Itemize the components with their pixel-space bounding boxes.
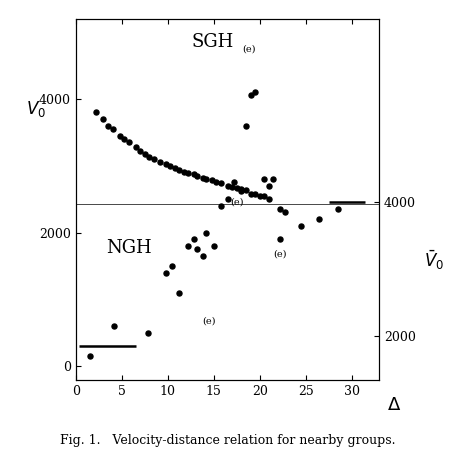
Point xyxy=(261,192,268,200)
Point xyxy=(144,329,151,337)
Text: (e): (e) xyxy=(230,198,244,207)
Point xyxy=(217,179,225,187)
Text: (e): (e) xyxy=(242,44,255,53)
Text: Fig. 1.   Velocity-distance relation for nearby groups.: Fig. 1. Velocity-distance relation for n… xyxy=(60,434,395,447)
Point xyxy=(175,289,182,296)
Point xyxy=(116,132,124,139)
Point xyxy=(166,163,173,170)
Point xyxy=(228,183,236,191)
Point xyxy=(171,165,179,172)
Point xyxy=(251,88,259,96)
Point xyxy=(92,108,100,116)
Point xyxy=(125,138,133,146)
Text: (e): (e) xyxy=(202,316,216,325)
Point xyxy=(202,229,210,236)
Point xyxy=(190,236,197,243)
Point xyxy=(193,172,201,179)
Point xyxy=(86,352,93,360)
Point xyxy=(270,175,277,183)
Text: $V_0$: $V_0$ xyxy=(27,99,46,119)
Point xyxy=(282,209,289,216)
Point xyxy=(237,185,245,193)
Point xyxy=(193,245,201,253)
Point xyxy=(141,150,148,157)
Point xyxy=(208,177,216,184)
Point xyxy=(265,182,273,189)
Point xyxy=(109,125,117,132)
Point xyxy=(181,168,188,175)
Point xyxy=(224,195,231,203)
Point xyxy=(251,191,259,198)
Text: NGH: NGH xyxy=(106,239,152,257)
Point xyxy=(276,206,284,213)
Text: SGH: SGH xyxy=(191,33,233,51)
Point xyxy=(224,182,231,189)
Point xyxy=(212,178,219,185)
Point xyxy=(233,185,240,192)
Point xyxy=(162,161,170,168)
Point xyxy=(316,215,323,223)
Point xyxy=(334,206,342,213)
Point xyxy=(175,166,182,173)
Point xyxy=(217,202,225,209)
Text: $\bar{V}_0$: $\bar{V}_0$ xyxy=(424,249,444,272)
Point xyxy=(146,153,153,161)
Point xyxy=(261,175,268,183)
Point xyxy=(256,193,264,200)
Point xyxy=(242,186,250,194)
Point xyxy=(230,179,238,186)
Point xyxy=(110,322,118,330)
Point xyxy=(120,135,128,143)
Point xyxy=(162,269,170,276)
Point xyxy=(104,122,112,129)
Point xyxy=(246,190,254,197)
Point xyxy=(132,143,139,150)
Point xyxy=(246,92,254,99)
Point xyxy=(202,175,210,183)
Point xyxy=(265,195,273,203)
Point xyxy=(210,242,218,250)
Point xyxy=(100,115,107,123)
Text: $\Delta$: $\Delta$ xyxy=(387,396,401,414)
Point xyxy=(137,147,144,155)
Point xyxy=(150,155,158,163)
Point xyxy=(156,158,164,165)
Point xyxy=(184,242,192,250)
Point xyxy=(199,252,207,260)
Text: (e): (e) xyxy=(273,250,287,258)
Point xyxy=(237,188,245,195)
Point xyxy=(242,122,250,129)
Point xyxy=(276,236,284,243)
Point xyxy=(297,222,305,230)
Point xyxy=(184,169,192,177)
Point xyxy=(190,171,197,178)
Point xyxy=(199,174,207,181)
Point xyxy=(169,262,176,269)
